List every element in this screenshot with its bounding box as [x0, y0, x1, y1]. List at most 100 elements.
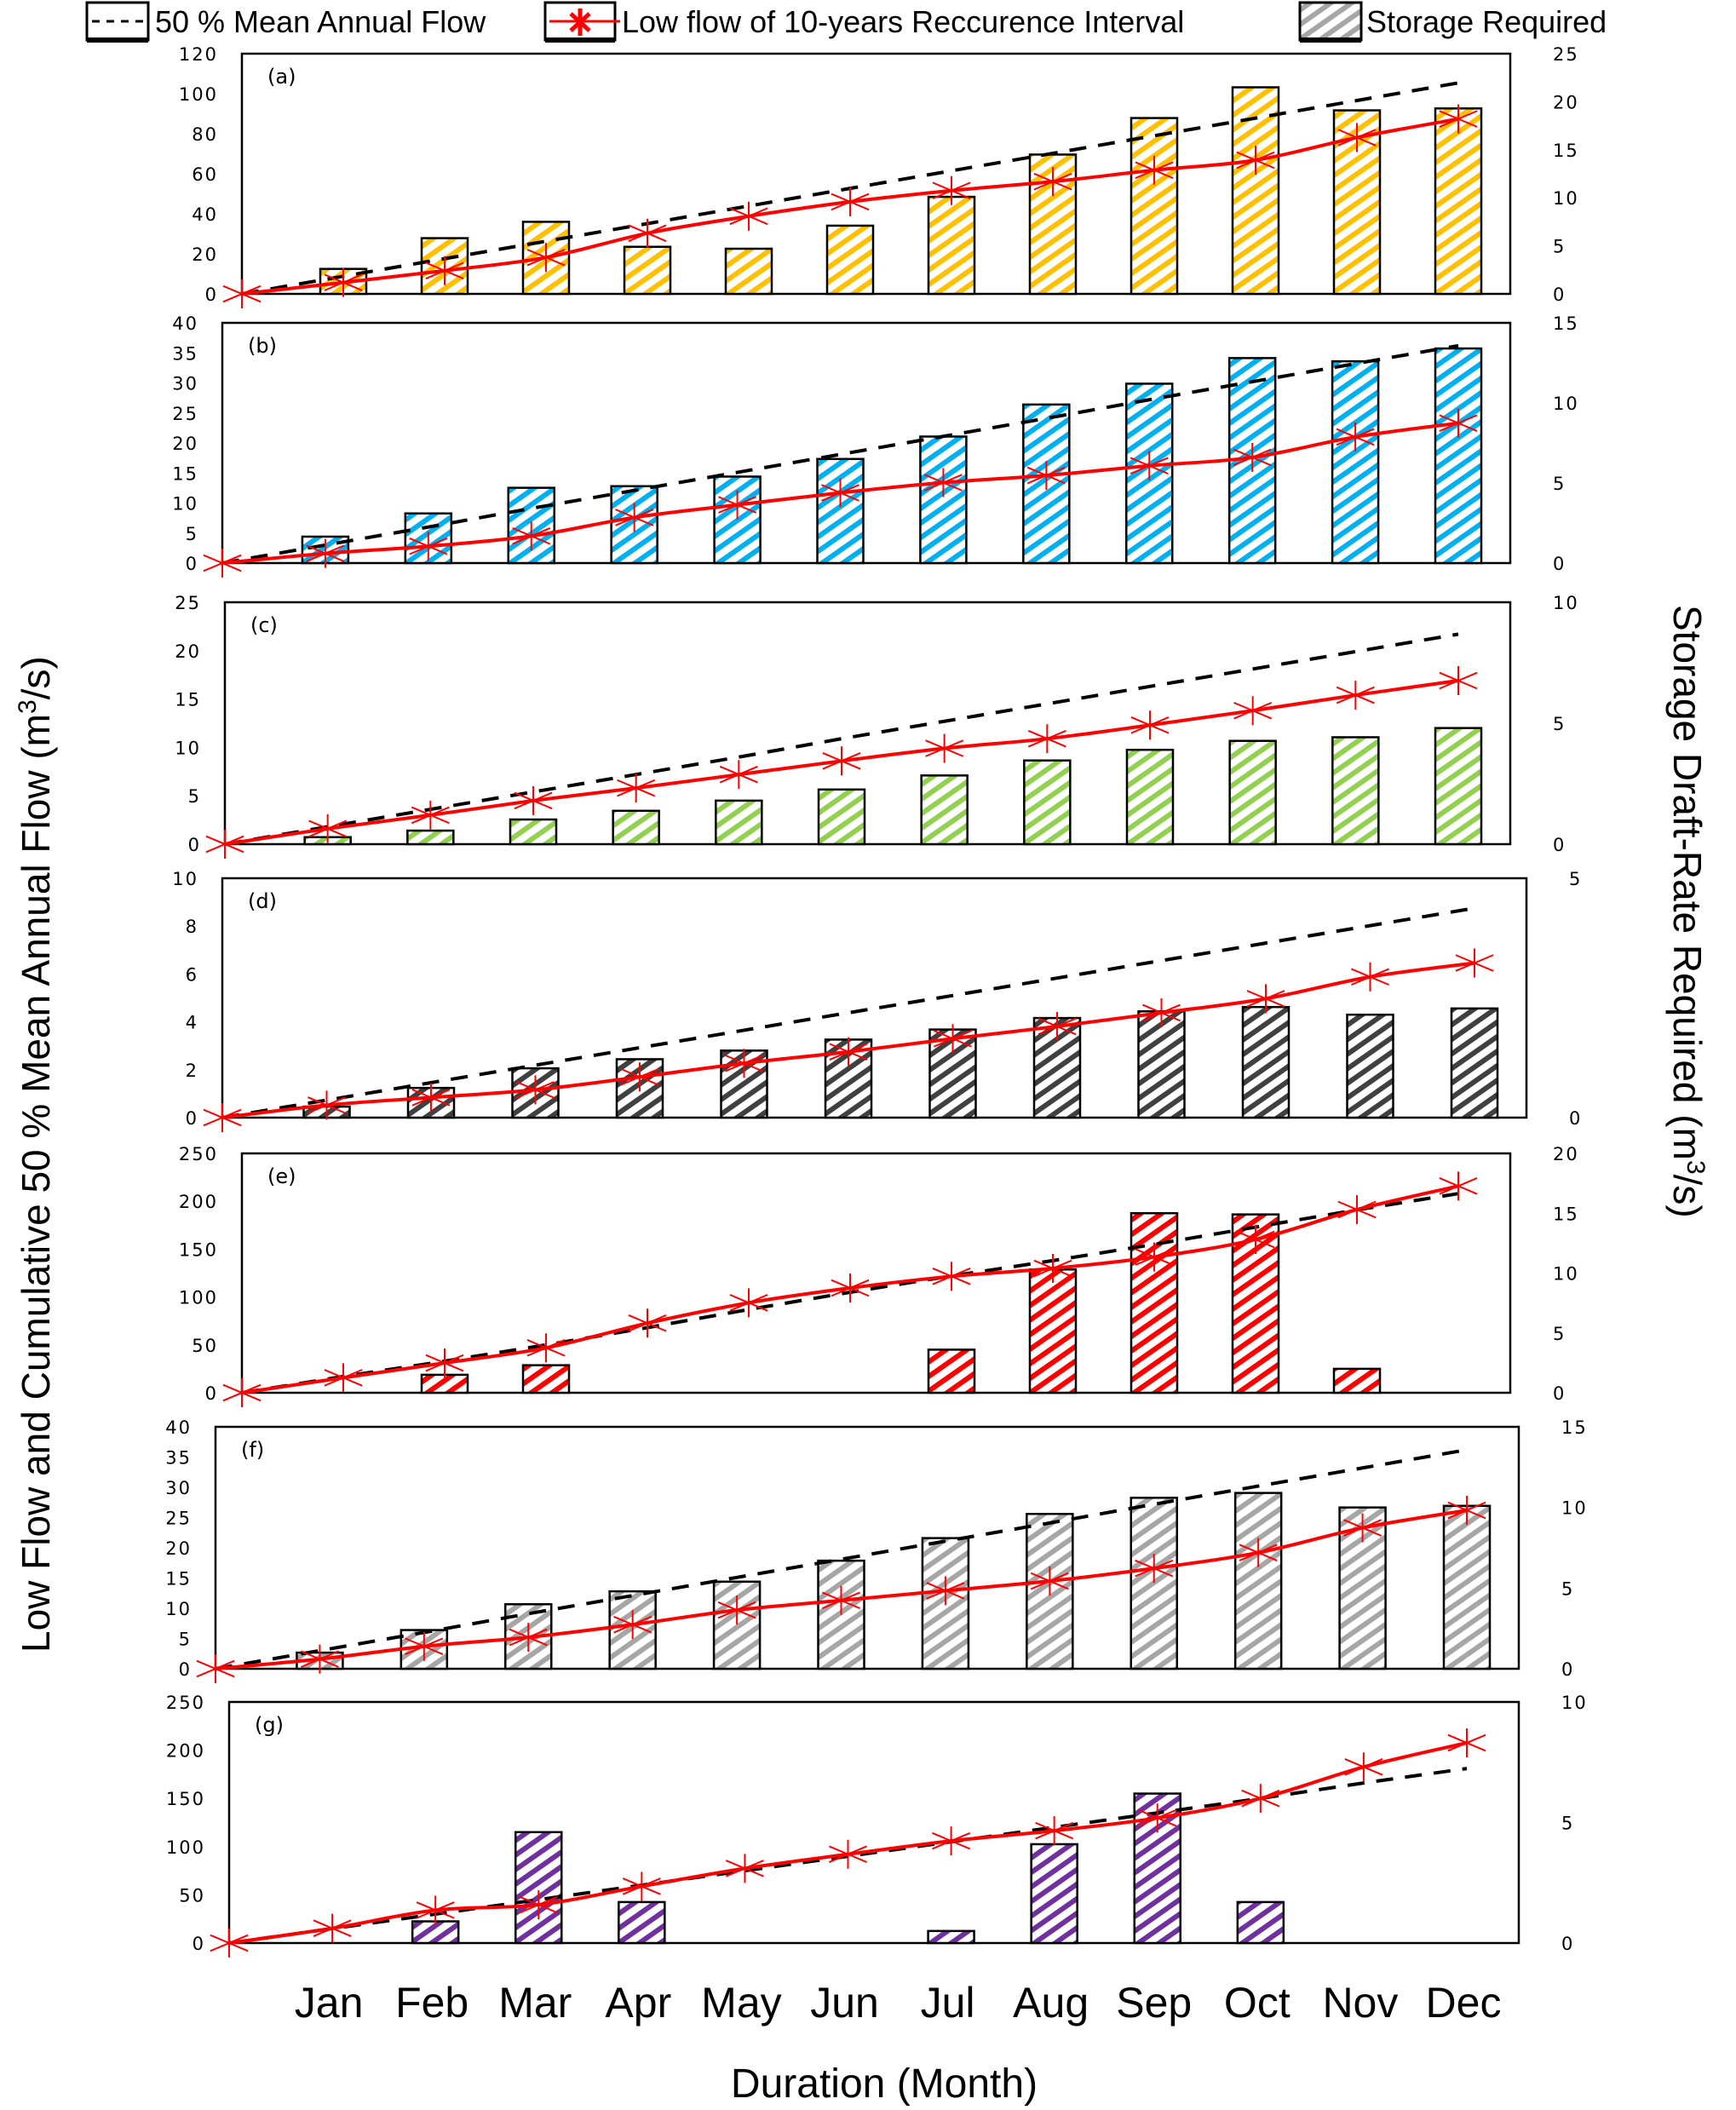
panel-a: 0 20 40 60 80 100 120 0 5 10 15 20 25 (a) — [179, 44, 1579, 308]
lowflow-marker — [1337, 123, 1377, 152]
lowflow-marker — [1138, 1803, 1177, 1833]
lowflow-marker — [324, 1363, 363, 1393]
y-left-tick-label: 10 — [172, 494, 198, 515]
bar-oct — [1241, 1005, 1291, 1119]
y-right-tick-label: 10 — [1561, 1693, 1588, 1713]
plot-area — [227, 1700, 1520, 1945]
bar-nov — [1331, 736, 1380, 846]
lowflow-marker — [1135, 155, 1174, 185]
y-left-tick-label: 250 — [179, 1144, 218, 1164]
y-left-tick-label: 8 — [186, 917, 198, 937]
y-left-tick-label: 20 — [175, 641, 201, 662]
y-left-tick-label: 30 — [165, 1478, 192, 1498]
legend-swatch-shadow — [1300, 37, 1361, 43]
lowflow-marker — [831, 1273, 870, 1303]
bar-aug — [1028, 1268, 1078, 1394]
lowflow-marker — [725, 1049, 763, 1078]
lowflow-marker — [222, 279, 262, 308]
y-left-tick-label: 100 — [179, 84, 218, 105]
y-left-axis-title: Low Flow and Cumulative 50 % Mean Annual… — [14, 656, 58, 1653]
y-right-tick-label: 5 — [1561, 1814, 1574, 1834]
y-right-tick-label: 5 — [1553, 237, 1566, 257]
month-label-dec: Dec — [1426, 1979, 1502, 2027]
y-right-tick-label: 5 — [1553, 1324, 1566, 1344]
month-label-jun: Jun — [810, 1979, 879, 2027]
bar-oct — [1236, 1900, 1285, 1945]
bar-nov — [1331, 359, 1380, 565]
bar-nov — [1346, 1013, 1394, 1119]
legend-swatch-shadow — [87, 37, 148, 43]
y-left-title-suffix: /s) — [14, 656, 58, 699]
y-right-tick-label: 10 — [1561, 1498, 1588, 1519]
bar-mar — [509, 818, 558, 846]
y-left-tick-label: 250 — [166, 1693, 205, 1713]
panel-label: (g) — [255, 1713, 284, 1737]
y-left-tick-label: 120 — [179, 44, 218, 65]
lowflow-marker — [324, 267, 363, 297]
lowflow-marker — [1030, 1567, 1069, 1596]
lowflow-marker — [1233, 696, 1273, 726]
lowflow-marker — [1135, 1554, 1174, 1584]
lowflow-marker — [425, 256, 464, 285]
month-label-nov: Nov — [1322, 1979, 1398, 2027]
lowflow-marker — [203, 549, 242, 578]
bar-oct — [1233, 1492, 1283, 1670]
lowflow-marker — [719, 760, 758, 790]
lowflow-marker — [1439, 666, 1478, 696]
month-label-may: May — [701, 1979, 781, 2027]
y-left-tick-label: 15 — [165, 1569, 192, 1590]
panel-label: (f) — [241, 1438, 264, 1462]
month-label-sep: Sep — [1116, 1979, 1192, 2027]
lowflow-marker — [829, 1839, 867, 1869]
lowflow-marker — [622, 1871, 661, 1901]
lowflow-marker — [829, 1037, 868, 1066]
lowflow-marker — [729, 201, 768, 231]
y-left-tick-label: 150 — [166, 1789, 205, 1809]
legend: 50 % Mean Annual Flow Low flow of 10-yea… — [85, 1, 1607, 43]
panel-label: (b) — [248, 334, 277, 358]
y-right-tick-label: 15 — [1553, 313, 1579, 334]
bar-may — [715, 799, 763, 846]
lowflow-marker — [1236, 1225, 1275, 1255]
lowflow-marker — [718, 490, 757, 520]
panel-b: 0 5 10 15 20 25 30 35 40 0 5 10 15 (b) — [172, 313, 1578, 578]
lowflow-marker — [409, 532, 448, 561]
legend-swatch-storage — [1298, 1, 1363, 42]
x-tick-labels: Jan Feb Mar Apr May Jun Jul Aug Sep Oct Nov Dec — [295, 1979, 1502, 2027]
y-right-tick-label: 0 — [1553, 1383, 1566, 1404]
plot-area — [221, 877, 1528, 1119]
lowflow-marker — [1130, 451, 1169, 480]
y-left-tick-label: 5 — [186, 524, 198, 544]
lowflow-marker — [1142, 998, 1181, 1027]
bar-apr — [623, 245, 672, 296]
y-left-title-sup: 3 — [14, 699, 42, 714]
storage-bars — [301, 347, 1483, 565]
storage-bars — [319, 86, 1483, 296]
y-left-tick-label: 0 — [186, 1108, 198, 1129]
bar-sep — [1137, 1009, 1186, 1119]
y-right-tick-label: 5 — [1561, 1578, 1574, 1599]
y-right-tick-label: 20 — [1553, 92, 1579, 112]
lowflow-marker — [932, 1262, 971, 1291]
lowflow-marker — [1439, 104, 1478, 134]
y-right-title-main: Storage Draft-Rate Required (m — [1665, 605, 1710, 1160]
maf-line — [221, 906, 1475, 1119]
storage-bars — [420, 1212, 1382, 1394]
y-right-tick-label: 5 — [1553, 714, 1566, 734]
y-left-tick-label: 0 — [193, 1934, 205, 1954]
lowflow-marker — [210, 1929, 249, 1958]
lowflow-marker — [308, 1090, 346, 1120]
lowflow-marker — [1246, 984, 1285, 1014]
lowflow-marker — [519, 1890, 558, 1920]
y-right-tick-label: 10 — [1553, 593, 1579, 613]
bar-dec — [1442, 1504, 1492, 1670]
bar-may — [724, 247, 773, 296]
lowflow-marker — [1239, 1538, 1278, 1567]
lowflow-marker — [926, 1576, 965, 1606]
lowflow-marker — [617, 773, 656, 803]
lowflow-marker — [1447, 1495, 1486, 1525]
lowflow-marker — [416, 1895, 455, 1925]
bar-mar — [514, 1831, 563, 1945]
lowflow-marker — [1130, 710, 1170, 740]
